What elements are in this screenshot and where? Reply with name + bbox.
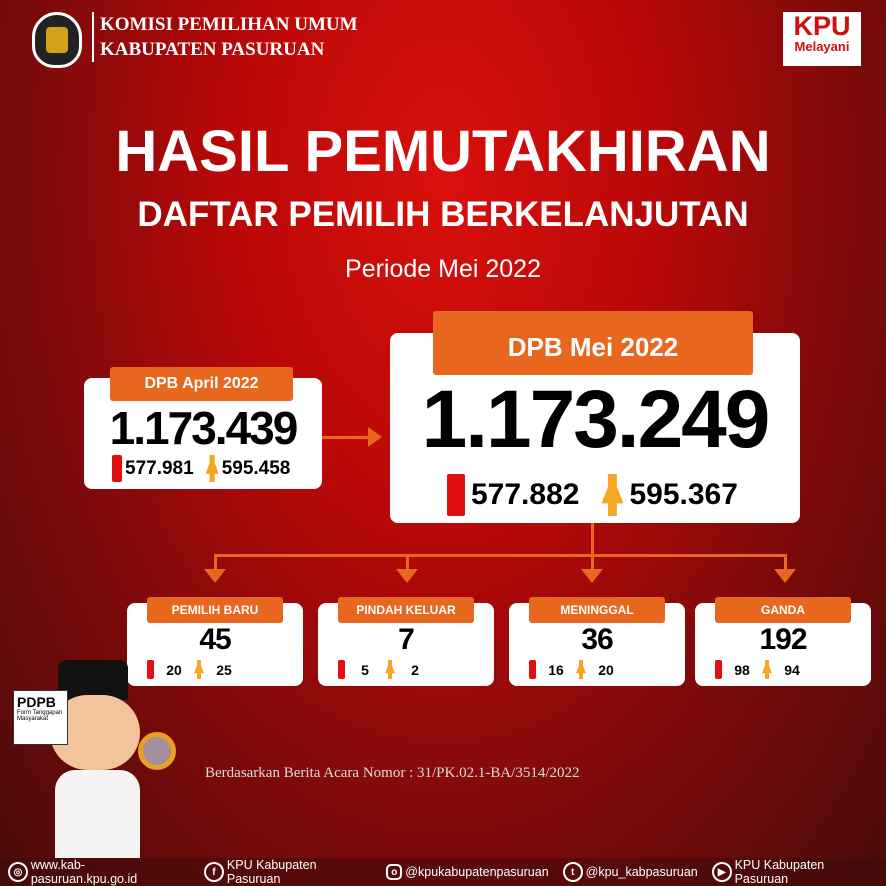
arrow-down-icon <box>581 569 603 583</box>
sign-title: PDPB <box>17 694 56 710</box>
period: Periode Mei 2022 <box>345 255 541 283</box>
current-male: 577.882 <box>471 478 580 511</box>
previous-label: DPB April 2022 <box>110 367 293 401</box>
change-label: PEMILIH BARU <box>147 597 283 623</box>
connector <box>406 554 409 570</box>
current-total: 1.173.249 <box>421 374 771 465</box>
current-label: DPB Mei 2022 <box>433 311 753 375</box>
arrow-right-icon <box>368 427 382 447</box>
page-title: HASIL PEMUTAKHIRAN <box>115 119 771 184</box>
connector <box>591 554 594 570</box>
female-icon <box>385 660 395 679</box>
garuda-emblem-icon <box>46 27 68 53</box>
footer-twitter[interactable]: t @kpu_kabpasuruan <box>562 862 698 882</box>
change-total: 192 <box>759 623 807 656</box>
male-icon <box>112 455 122 482</box>
change-label: MENINGGAL <box>529 597 665 623</box>
berita-acara-note: Berdasarkan Berita Acara Nomor : 31/PK.0… <box>205 765 580 781</box>
female-icon <box>576 660 586 679</box>
change-female: 2 <box>411 661 419 678</box>
male-icon <box>338 660 345 679</box>
change-label: GANDA <box>715 597 851 623</box>
male-icon <box>715 660 722 679</box>
facebook-icon: f <box>204 862 224 882</box>
footer-facebook[interactable]: f KPU Kabupaten Pasuruan <box>204 858 372 886</box>
website-text: www.kab-pasuruan.kpu.go.id <box>30 858 138 886</box>
org-line1: KOMISI PEMILIHAN UMUM <box>100 14 358 35</box>
footer: ◎ www.kab-pasuruan.kpu.go.id f KPU Kabupat… <box>0 858 886 886</box>
youtube-text: KPU Kabupaten Pasuruan <box>734 858 825 886</box>
org-name: KOMISI PEMILIHAN UMUM KABUPATEN PASURUAN <box>92 12 358 62</box>
page-subtitle: DAFTAR PEMILIH BERKELANJUTAN <box>137 195 749 234</box>
badge-line1: KPU <box>793 11 851 41</box>
female-icon <box>205 455 219 482</box>
arrow-down-icon <box>774 569 796 583</box>
badge-line2: Melayani <box>794 39 850 54</box>
change-female: 20 <box>598 661 614 678</box>
change-female: 25 <box>216 661 232 678</box>
globe-icon: ◎ <box>8 862 28 882</box>
current-female: 595.367 <box>629 478 738 511</box>
connector <box>214 554 217 570</box>
change-male: 98 <box>734 661 750 678</box>
arrow-down-icon <box>396 569 418 583</box>
instagram-icon: o <box>386 864 403 880</box>
change-male: 5 <box>361 661 369 678</box>
connector <box>214 554 787 557</box>
previous-female: 595.458 <box>221 457 291 479</box>
kpu-logo <box>32 12 82 68</box>
change-total: 36 <box>581 623 613 656</box>
youtube-icon: ▶ <box>711 862 732 882</box>
connector <box>591 523 594 556</box>
mascot-body <box>55 770 140 858</box>
male-icon <box>447 474 465 516</box>
magnifier-icon <box>138 732 176 770</box>
footer-instagram[interactable]: o @kpukabupatenpasuruan <box>386 864 549 880</box>
previous-total: 1.173.439 <box>109 402 299 454</box>
footer-youtube[interactable]: ▶ KPU Kabupaten Pasuruan <box>711 858 880 886</box>
mascot-hat <box>58 660 128 700</box>
pdpb-sign: PDPB Form Tanggapan Masyarakat <box>13 690 68 745</box>
change-male: 20 <box>166 661 182 678</box>
female-icon <box>762 660 772 679</box>
change-total: 45 <box>199 623 231 656</box>
twitter-icon: t <box>562 862 583 882</box>
kpu-melayani-badge: KPU Melayani <box>783 12 861 66</box>
arrow-line <box>322 436 372 439</box>
male-icon <box>529 660 536 679</box>
change-male: 16 <box>548 661 564 678</box>
sign-text: Form Tanggapan Masyarakat <box>17 710 63 722</box>
mascot-illustration: PDPB Form Tanggapan Masyarakat <box>10 660 180 858</box>
female-icon <box>194 660 204 679</box>
male-icon <box>147 660 154 679</box>
twitter-text: @kpu_kabpasuruan <box>585 865 698 879</box>
previous-male: 577.981 <box>125 457 194 479</box>
org-line2: KABUPATEN PASURUAN <box>100 39 325 60</box>
instagram-text: @kpukabupatenpasuruan <box>405 865 549 879</box>
facebook-text: KPU Kabupaten Pasuruan <box>226 858 317 886</box>
arrow-down-icon <box>204 569 226 583</box>
change-female: 94 <box>784 661 800 678</box>
female-icon <box>601 474 624 516</box>
change-label: PINDAH KELUAR <box>338 597 474 623</box>
connector <box>784 554 787 570</box>
footer-website[interactable]: ◎ www.kab-pasuruan.kpu.go.id <box>8 858 190 886</box>
change-total: 7 <box>398 623 415 656</box>
